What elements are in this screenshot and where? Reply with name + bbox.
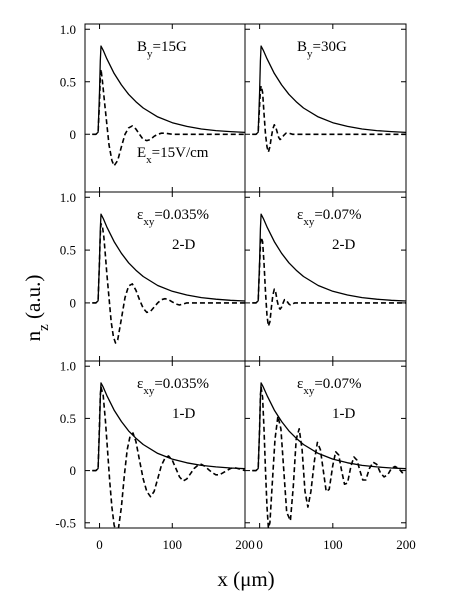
panel-label: εxy=0.07% [297,376,362,397]
y-tick-label: 0.5 [60,74,76,89]
x-axis-title: x (μm) [217,567,274,591]
panel-3: 0 0.5 1.0 εxy=0.035% 2-D [60,190,246,362]
series-group [92,382,245,528]
y-tick-label: 0.5 [60,411,76,426]
series-solid [92,213,245,304]
series-solid [92,45,245,135]
panel-label-main: ε [297,207,303,223]
series-solid [252,213,406,304]
y-axis-title-sub: z [36,324,52,331]
series-dashed [92,386,245,528]
panel-label-rest: =0.035% [154,376,209,392]
panel-label: 1-D [172,406,195,422]
panel-label-main: 2-D [332,237,355,253]
series-dashed [252,236,406,327]
series-solid [92,382,245,472]
panel-1: 0 0.5 1.0 By=15G Ex=15V/cm [60,22,246,193]
panel-6: 0 100 200 εxy=0.07% 1-D [244,360,416,552]
panel-5: -0.5 0 0.5 1.0 0 100 200 εxy=0.035% 1-D [55,359,254,552]
x-tick-label: 100 [323,537,343,552]
panel-label-main: 2-D [172,237,195,253]
y-tick-label: 1.0 [60,359,76,374]
y-axis-title-unit: (a.u.) [21,275,45,325]
panel-label-rest: =30G [313,39,347,55]
series-dashed [92,68,245,167]
panel-label-main: B [297,39,307,55]
series-dashed [252,85,406,153]
panel-label: Ex=15V/cm [137,145,209,166]
panel-label-sub: xy [143,385,155,397]
x-tick-label: 200 [396,537,416,552]
x-tick-label: 200 [235,537,255,552]
panel-label-rest: =0.035% [154,207,209,223]
panel-label-rest: =15G [153,39,187,55]
y-tick-label: 1.0 [60,22,76,37]
panel-label-main: 1-D [332,406,355,422]
panels: 00.51.0By=15GEx=15V/cmBy=30G00.51.0εxy=0… [55,22,415,552]
panel-label-sub: y [147,48,153,60]
y-axis-title: nz (a.u.) [21,275,52,342]
y-tick-label: 0 [70,295,77,310]
panel-label: εxy=0.035% [137,376,209,397]
series-group [252,213,406,327]
panel-label: By=15G [137,39,187,60]
series-dashed [252,386,406,528]
panel-label: By=30G [297,39,347,60]
panel-2: By=30G [244,23,407,193]
panel-4: εxy=0.07% 2-D [244,191,407,362]
panel-label: 2-D [172,237,195,253]
panel-label-rest: =15V/cm [152,145,209,161]
y-tick-label: 0.5 [60,243,76,258]
x-tick-label: 100 [163,537,183,552]
panel-label-main: B [137,39,147,55]
series-group [252,382,406,528]
series-solid [252,382,406,472]
panel-label-main: ε [137,207,143,223]
panel-label-sub: x [146,154,152,166]
series-group [252,45,406,153]
axis-labels: nz (a.u.) x (μm) [21,275,275,591]
series-solid [252,45,406,135]
series-group [92,45,245,167]
x-tick-label: 0 [256,537,263,552]
panel-label-main: ε [297,376,303,392]
panel-label: εxy=0.07% [297,207,362,228]
x-tick-label: 0 [96,537,103,552]
series-group [92,213,245,344]
panel-label: 2-D [332,237,355,253]
y-tick-label: 0 [70,127,77,142]
panel-label-sub: xy [303,385,315,397]
panel-label-sub: xy [303,216,315,228]
series-dashed [92,222,245,344]
panel-label-sub: xy [143,216,155,228]
panel-label-main: ε [137,376,143,392]
y-tick-label: 1.0 [60,190,76,205]
panel-label-rest: =0.07% [314,376,361,392]
y-tick-label: -0.5 [55,515,76,530]
y-tick-label: 0 [70,463,77,478]
panel-label: 1-D [332,406,355,422]
panel-label: εxy=0.035% [137,207,209,228]
panel-label-main: E [137,145,146,161]
panel-label-main: 1-D [172,406,195,422]
panel-label-rest: =0.07% [314,207,361,223]
panel-label-sub: y [307,48,313,60]
y-axis-title-main: n [21,330,45,341]
panel-frame [244,360,407,529]
